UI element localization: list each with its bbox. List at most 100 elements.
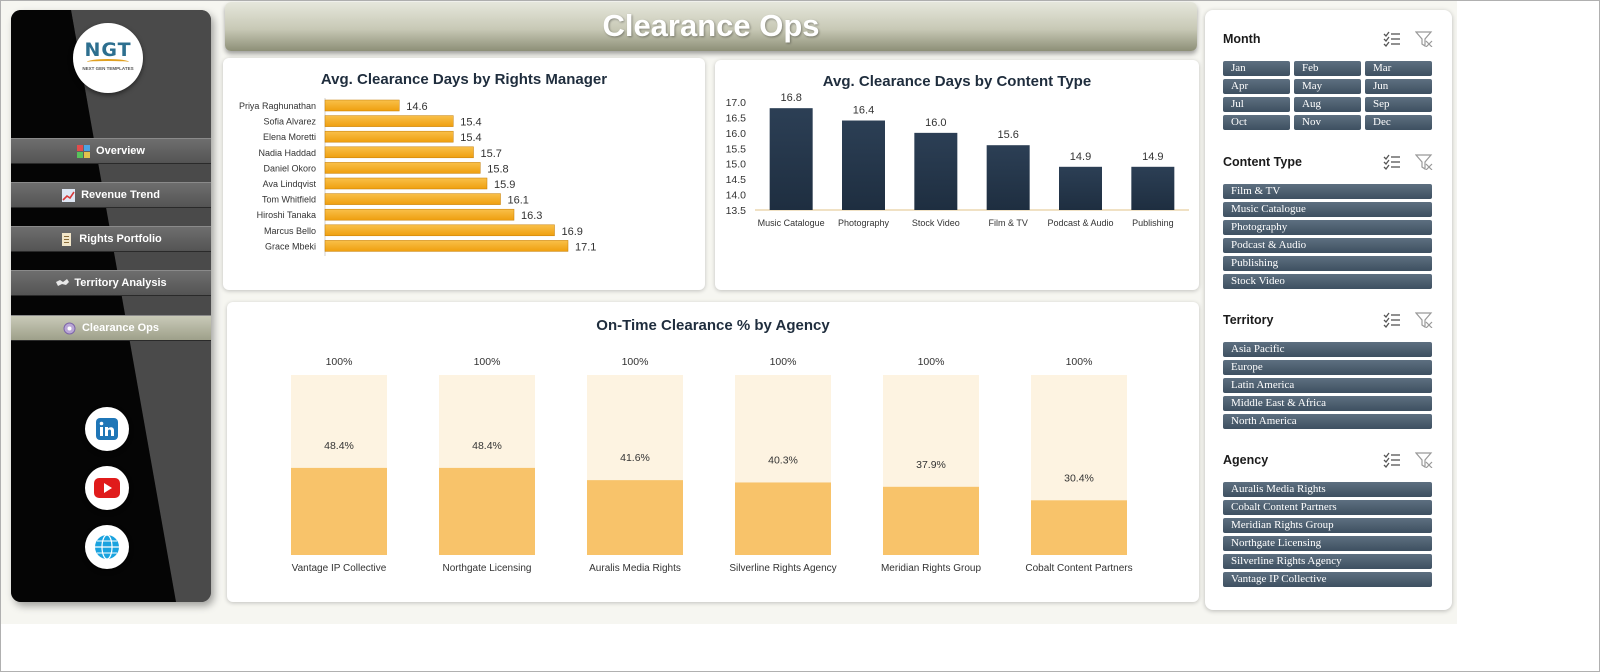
month-slicer-item[interactable]: Oct — [1223, 115, 1290, 130]
nav-rights-portfolio[interactable]: Rights Portfolio — [11, 226, 211, 252]
bar[interactable] — [324, 193, 501, 205]
multi-select-icon[interactable] — [1383, 452, 1401, 468]
stack-value-bar[interactable] — [883, 486, 979, 555]
content-type-slicer-item[interactable]: Publishing — [1223, 256, 1432, 271]
territory-slicer-title: Territory — [1223, 313, 1274, 327]
agency-slicer-item[interactable]: Silverline Rights Agency — [1223, 554, 1432, 569]
bar[interactable] — [324, 240, 569, 252]
agency-slicer-item[interactable]: Vantage IP Collective — [1223, 572, 1432, 587]
total-label: 100% — [1066, 356, 1093, 368]
category-label: Nadia Haddad — [258, 148, 316, 158]
website-button[interactable] — [85, 525, 129, 569]
month-slicer-item[interactable]: Aug — [1294, 97, 1361, 112]
category-label: Meridian Rights Group — [881, 563, 981, 574]
agency-slicer-item[interactable]: Northgate Licensing — [1223, 536, 1432, 551]
bar[interactable] — [324, 130, 454, 143]
territory-slicer-item[interactable]: Europe — [1223, 360, 1432, 375]
bar[interactable] — [986, 145, 1030, 210]
linkedin-button[interactable] — [85, 407, 129, 451]
category-label: Northgate Licensing — [443, 563, 532, 574]
bar[interactable] — [324, 146, 474, 159]
month-slicer-item[interactable]: Mar — [1365, 61, 1432, 76]
territory-slicer-item[interactable]: Asia Pacific — [1223, 342, 1432, 357]
month-slicer-item[interactable]: Jan — [1223, 61, 1290, 76]
clear-filter-icon[interactable] — [1414, 31, 1433, 48]
stack-remainder-bar[interactable] — [1031, 375, 1127, 501]
bar[interactable] — [324, 177, 488, 190]
bar[interactable] — [842, 120, 885, 210]
nav-overview[interactable]: Overview — [11, 138, 211, 164]
logo-text: NGT — [84, 39, 132, 61]
bar[interactable] — [324, 224, 555, 237]
month-slicer-item[interactable]: Apr — [1223, 79, 1290, 94]
month-slicer-item[interactable]: May — [1294, 79, 1361, 94]
content-type-slicer-title: Content Type — [1223, 155, 1302, 169]
stack-value-bar[interactable] — [587, 480, 683, 555]
category-label: Daniel Okoro — [263, 163, 316, 173]
category-label: Ava Lindqvist — [263, 179, 317, 189]
stack-value-bar[interactable] — [735, 482, 831, 555]
content-type-slicer-item[interactable]: Photography — [1223, 220, 1432, 235]
bar[interactable] — [324, 162, 481, 174]
nav-clearance-ops[interactable]: Clearance Ops — [11, 315, 211, 341]
stack-remainder-bar[interactable] — [735, 375, 831, 483]
stack-remainder-bar[interactable] — [587, 375, 683, 481]
territory-slicer-item[interactable]: North America — [1223, 414, 1432, 429]
data-label: 41.6% — [620, 452, 650, 464]
stack-remainder-bar[interactable] — [291, 375, 387, 468]
bar[interactable] — [914, 132, 958, 210]
content-type-slicer-item[interactable]: Music Catalogue — [1223, 202, 1432, 217]
nav-territory-analysis[interactable]: Territory Analysis — [11, 270, 211, 296]
clear-filter-icon[interactable] — [1414, 312, 1433, 329]
category-label: Silverline Rights Agency — [729, 563, 836, 574]
month-slicer-item[interactable]: Jul — [1223, 97, 1290, 112]
stack-remainder-bar[interactable] — [439, 375, 535, 468]
clear-filter-icon[interactable] — [1414, 154, 1433, 171]
agency-slicer-item[interactable]: Auralis Media Rights — [1223, 482, 1432, 497]
month-slicer-item[interactable]: Nov — [1294, 115, 1361, 130]
clear-filter-icon[interactable] — [1414, 452, 1433, 469]
content-type-slicer-item[interactable]: Stock Video — [1223, 274, 1432, 289]
nav-revenue-trend[interactable]: Revenue Trend — [11, 182, 211, 208]
y-tick-label: 14.5 — [726, 174, 747, 186]
stack-remainder-bar[interactable] — [883, 375, 979, 487]
multi-select-icon[interactable] — [1383, 312, 1401, 328]
rights-portfolio-icon — [60, 232, 73, 246]
agency-slicer-title: Agency — [1223, 453, 1269, 467]
stack-value-bar[interactable] — [439, 467, 535, 555]
youtube-button[interactable] — [85, 466, 129, 510]
sidebar-background — [11, 10, 211, 602]
logo-subtext: NEXT GEN TEMPLATES — [82, 66, 134, 71]
y-tick-label: 16.0 — [726, 128, 747, 140]
bar[interactable] — [324, 115, 454, 127]
bar[interactable] — [324, 99, 400, 112]
month-slicer-item[interactable]: Dec — [1365, 115, 1432, 130]
agency-chart-card: On-Time Clearance % by Agency 100% 48.4% V… — [227, 302, 1199, 602]
territory-slicer-item[interactable]: Latin America — [1223, 378, 1432, 393]
territory-slicer-item[interactable]: Middle East & Africa — [1223, 396, 1432, 411]
month-slicer-item[interactable]: Jun — [1365, 79, 1432, 94]
category-label: Elena Moretti — [263, 132, 316, 142]
data-label: 16.9 — [562, 226, 583, 238]
bar[interactable] — [1131, 166, 1175, 210]
page-header: Clearance Ops — [225, 2, 1197, 51]
month-slicer-item[interactable]: Sep — [1365, 97, 1432, 112]
category-label: Marcus Bello — [264, 226, 316, 236]
slicer-panel: Month Jan Feb Mar Apr May Jun Jul Aug Sep Oct Nov De… — [1205, 10, 1452, 610]
category-label: Sofia Alvarez — [263, 117, 316, 127]
agency-slicer-item[interactable]: Cobalt Content Partners — [1223, 500, 1432, 515]
content-type-slicer-item[interactable]: Podcast & Audio — [1223, 238, 1432, 253]
stack-value-bar[interactable] — [1031, 500, 1127, 555]
month-slicer-item[interactable]: Feb — [1294, 61, 1361, 76]
bar[interactable] — [1059, 166, 1102, 210]
data-label: 15.4 — [460, 117, 481, 129]
multi-select-icon[interactable] — [1383, 154, 1401, 170]
total-label: 100% — [622, 356, 649, 368]
brand-logo[interactable]: NGT NEXT GEN TEMPLATES — [73, 23, 143, 93]
stack-value-bar[interactable] — [291, 467, 387, 555]
bar[interactable] — [324, 208, 515, 221]
multi-select-icon[interactable] — [1383, 31, 1401, 47]
agency-slicer-item[interactable]: Meridian Rights Group — [1223, 518, 1432, 533]
bar[interactable] — [769, 108, 813, 210]
content-type-slicer-item[interactable]: Film & TV — [1223, 184, 1432, 199]
